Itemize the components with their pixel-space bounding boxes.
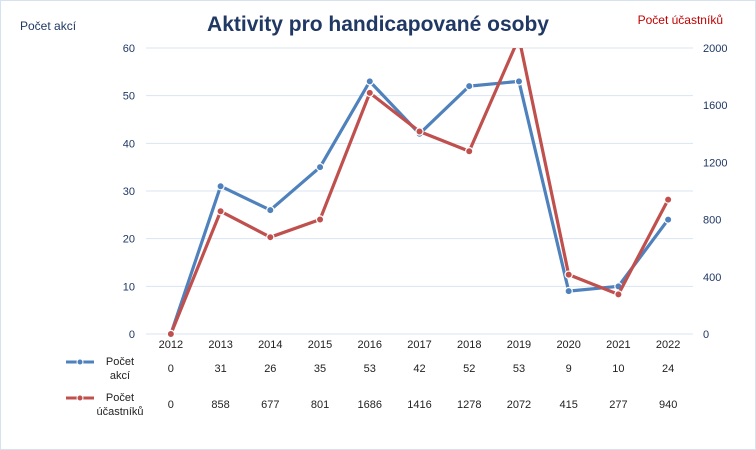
data-point: [663, 195, 673, 204]
data-point: [266, 205, 275, 215]
legend-label: Počet: [106, 392, 134, 404]
data-point: [465, 147, 474, 156]
right-tick-label: 2000: [703, 43, 727, 55]
table-value: 10: [612, 363, 624, 375]
table-value: 940: [659, 399, 677, 411]
data-point: [216, 182, 225, 191]
table-value: 1686: [358, 399, 382, 411]
table-value: 35: [314, 363, 326, 375]
x-tick-label: 2015: [308, 339, 332, 351]
data-point: [315, 215, 325, 224]
x-tick-label: 2020: [556, 339, 580, 351]
legend-label: Počet: [106, 356, 134, 368]
table-value: 415: [560, 399, 578, 411]
table-value: 26: [264, 363, 276, 375]
table-value: 24: [662, 363, 674, 375]
data-point: [465, 81, 474, 91]
x-tick-label: 2014: [258, 339, 282, 351]
data-point: [365, 77, 374, 86]
legend-label: akcí: [110, 370, 130, 382]
table-value: 0: [168, 363, 174, 375]
data-point: [564, 270, 573, 279]
table-value: 277: [609, 399, 627, 411]
left-tick-label: 60: [123, 43, 135, 55]
left-tick-label: 50: [123, 91, 135, 103]
legend-label: účastníků: [96, 406, 143, 418]
table-value: 42: [413, 363, 425, 375]
data-point: [415, 127, 424, 136]
table-value: 677: [261, 399, 279, 411]
data-point: [514, 77, 524, 86]
table-value: 801: [311, 399, 329, 411]
left-tick-label: 10: [123, 281, 135, 293]
left-tick-label: 30: [123, 186, 135, 198]
x-tick-label: 2021: [606, 339, 630, 351]
left-tick-label: 0: [129, 329, 135, 341]
left-axis-label: Počet akcí: [20, 19, 77, 33]
data-point: [663, 215, 673, 224]
left-tick-label: 40: [123, 138, 135, 150]
table-value: 53: [513, 363, 525, 375]
table-value: 53: [364, 363, 376, 375]
data-point: [315, 162, 325, 172]
data-point: [564, 286, 573, 296]
data-point: [166, 329, 176, 339]
left-tick-label: 20: [123, 234, 135, 246]
right-tick-label: 1600: [703, 100, 727, 112]
x-tick-label: 2016: [358, 339, 382, 351]
chart-title: Aktivity pro handicapované osoby: [207, 13, 549, 36]
legend-key-marker: [76, 394, 84, 402]
right-axis-label: Počet účastníků: [638, 13, 723, 27]
table-value: 52: [463, 363, 475, 375]
table-value: 1278: [457, 399, 481, 411]
x-tick-label: 2012: [159, 339, 183, 351]
data-point: [614, 290, 623, 299]
table-value: 2072: [507, 399, 531, 411]
data-point: [266, 232, 275, 242]
table-value: 858: [211, 399, 229, 411]
data-point: [365, 88, 374, 98]
right-tick-label: 800: [703, 215, 721, 227]
x-tick-label: 2013: [208, 339, 232, 351]
right-tick-label: 400: [703, 272, 721, 284]
right-tick-label: 1200: [703, 157, 727, 169]
x-tick-label: 2019: [507, 339, 531, 351]
series-line-0: [169, 79, 670, 335]
table-value: 1416: [407, 399, 431, 411]
table-value: 31: [214, 363, 226, 375]
right-tick-label: 0: [703, 329, 709, 341]
data-point: [216, 207, 225, 216]
x-tick-label: 2018: [457, 339, 481, 351]
x-tick-label: 2022: [656, 339, 680, 351]
x-tick-label: 2017: [407, 339, 431, 351]
legend-key-marker: [76, 358, 84, 366]
table-value: 0: [168, 399, 174, 411]
table-value: 9: [566, 363, 572, 375]
